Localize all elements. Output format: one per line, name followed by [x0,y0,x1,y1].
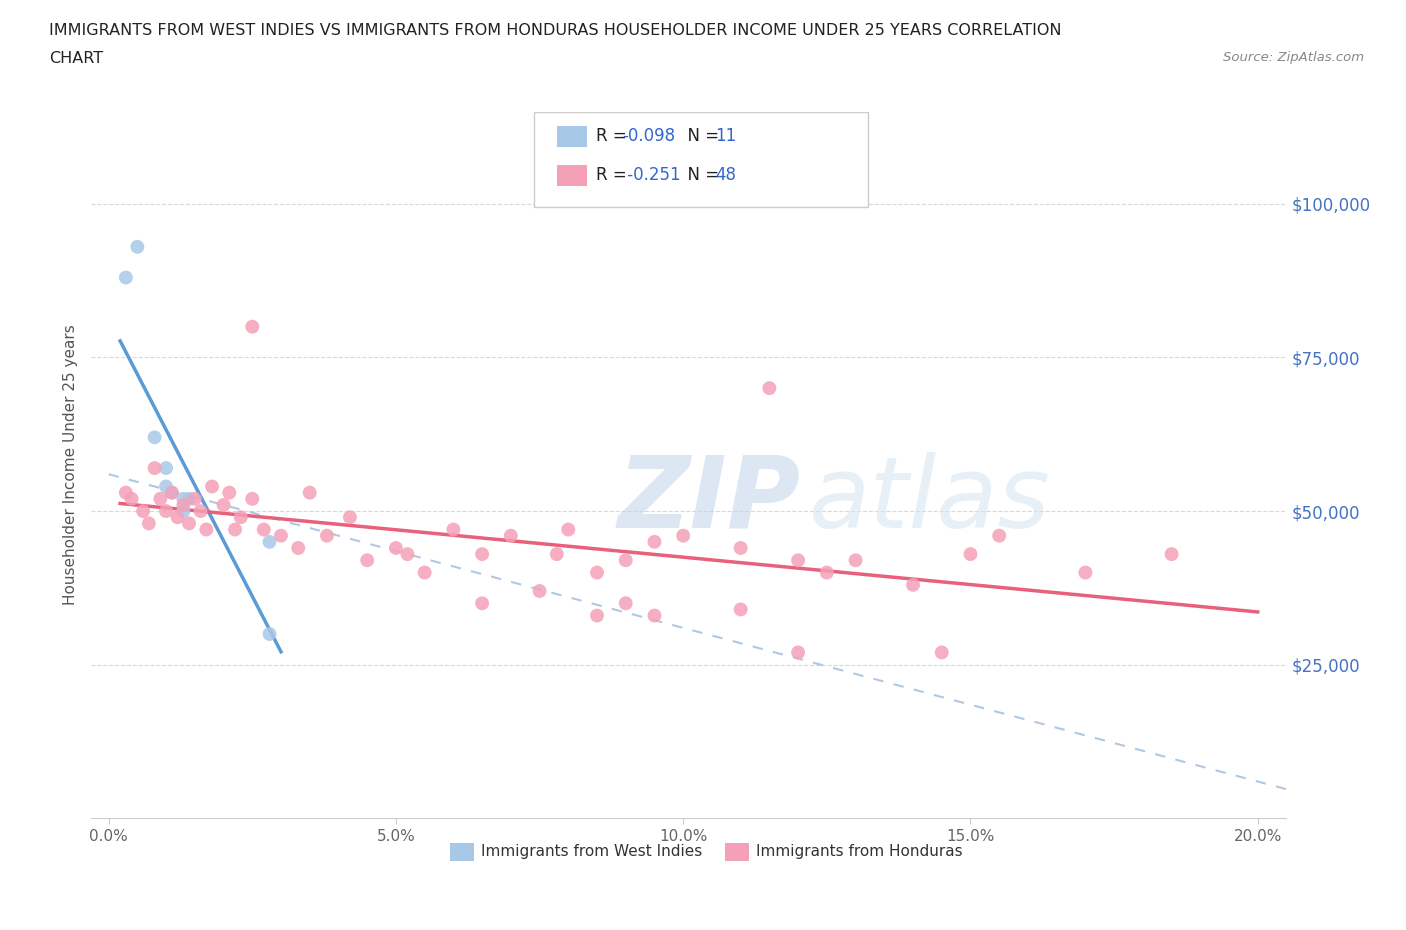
Point [138,516,160,531]
Text: Immigrants from West Indies: Immigrants from West Indies [481,844,702,859]
Point [413,565,436,580]
Point [240,491,263,506]
Point [586,608,609,623]
Bar [558,165,588,186]
Point [287,540,309,555]
Point [901,578,924,592]
Point [529,583,551,598]
Point [339,510,361,525]
Point [471,596,494,611]
Text: atlas: atlas [808,452,1050,549]
Point [224,522,246,537]
Point [643,608,665,623]
Point [212,498,235,512]
Point [155,504,177,519]
Point [190,504,212,519]
Text: R =: R = [596,127,631,145]
Point [177,516,200,531]
Point [115,485,138,500]
Text: N =: N = [678,166,724,184]
Point [177,491,200,506]
Text: 48: 48 [716,166,737,184]
Bar [450,844,474,861]
Point [115,270,138,285]
Point [160,485,183,500]
Point [845,552,868,567]
Point [614,596,637,611]
Text: IMMIGRANTS FROM WEST INDIES VS IMMIGRANTS FROM HONDURAS HOUSEHOLDER INCOME UNDER: IMMIGRANTS FROM WEST INDIES VS IMMIGRANT… [49,23,1062,38]
Text: 11: 11 [716,127,737,145]
Point [132,504,155,519]
Point [988,528,1011,543]
Point [385,540,408,555]
Point [172,498,194,512]
Point [172,491,194,506]
Point [396,547,419,562]
Point [614,552,637,567]
Text: -0.251: -0.251 [621,166,681,184]
Text: R =: R = [596,166,631,184]
Point [270,528,292,543]
Point [201,479,224,494]
Point [195,522,218,537]
Text: ZIP: ZIP [617,452,800,549]
Text: N =: N = [678,127,724,145]
Point [441,522,464,537]
Point [931,645,953,660]
Text: Source: ZipAtlas.com: Source: ZipAtlas.com [1223,51,1364,64]
Y-axis label: Householder Income Under 25 years: Householder Income Under 25 years [62,325,77,605]
Point [143,460,166,475]
Point [155,460,177,475]
Point [240,319,263,334]
Point [184,491,207,506]
Text: Immigrants from Honduras: Immigrants from Honduras [756,844,963,859]
Point [546,547,568,562]
Point [127,239,149,254]
Point [787,645,810,660]
Point [121,491,143,506]
Point [471,547,494,562]
Point [730,602,752,617]
Bar [558,126,588,147]
Point [316,528,339,543]
Point [730,540,752,555]
Point [815,565,838,580]
FancyBboxPatch shape [534,112,868,207]
Point [1160,547,1182,562]
Point [557,522,579,537]
Point [166,510,188,525]
Point [672,528,695,543]
Text: CHART: CHART [49,51,103,66]
Point [356,552,378,567]
Point [160,485,183,500]
Point [787,552,810,567]
Point [758,380,780,395]
Point [172,504,194,519]
Point [298,485,321,500]
Point [155,479,177,494]
Point [1074,565,1097,580]
Point [959,547,981,562]
Bar [725,844,749,861]
Point [499,528,522,543]
Point [218,485,240,500]
Point [143,430,166,445]
Point [586,565,609,580]
Point [259,535,281,550]
Point [643,535,665,550]
Point [259,627,281,642]
Text: -0.098: -0.098 [621,127,675,145]
Point [149,491,172,506]
Point [253,522,276,537]
Point [229,510,252,525]
